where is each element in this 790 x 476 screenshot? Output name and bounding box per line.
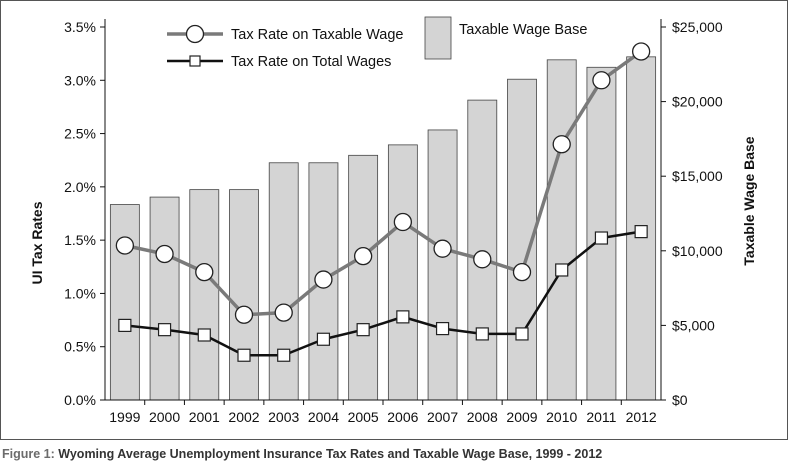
point-tax-rate-total-wages <box>435 321 450 336</box>
y-left-tick-label: 2.5% <box>64 126 96 142</box>
point-tax-rate-taxable-wage <box>155 244 174 264</box>
y-axis-right-label: Taxable Wage Base <box>741 136 757 265</box>
legend-marker-taxable-wage <box>185 24 205 44</box>
x-tick-label: 2004 <box>308 409 339 425</box>
point-tax-rate-taxable-wage <box>274 303 293 322</box>
y-left-tick-label: 1.5% <box>64 232 96 248</box>
y-left-tick-label: 3.5% <box>64 19 96 35</box>
legend-marker-total-wages <box>189 55 201 67</box>
line-tax-rate-total-wages <box>124 230 642 357</box>
bar-taxable-wage-base <box>546 59 577 401</box>
bar-taxable-wage-base <box>467 99 498 401</box>
x-tick-label: 2000 <box>149 409 180 425</box>
point-tax-rate-taxable-wage <box>433 239 452 258</box>
chart-frame: 0.0% 0.5% 1.0% 1.5% 2.0% 2.5% 3.0% 3.5% $0 $5,000… <box>0 0 788 440</box>
point-tax-rate-taxable-wage <box>115 236 135 255</box>
point-tax-rate-total-wages <box>157 323 172 337</box>
y-right-tick-label: $10,000 <box>672 243 723 259</box>
y-left-tick-label: 0.5% <box>64 339 96 355</box>
x-tick-label: 2012 <box>626 409 657 425</box>
y-right-tick-label: $25,000 <box>672 19 723 35</box>
x-tick-label: 2011 <box>586 409 616 425</box>
line-tax-rate-taxable-wage <box>124 50 643 317</box>
point-tax-rate-taxable-wage <box>552 135 571 154</box>
bar-taxable-wage-base <box>229 189 259 401</box>
point-tax-rate-taxable-wage <box>314 270 333 289</box>
point-tax-rate-total-wages <box>197 328 211 342</box>
x-tick-label: 2010 <box>546 409 577 425</box>
x-tick-label: 2007 <box>427 409 458 425</box>
point-tax-rate-total-wages <box>594 231 609 245</box>
point-tax-rate-taxable-wage <box>592 71 611 90</box>
point-tax-rate-total-wages <box>396 310 410 324</box>
point-tax-rate-total-wages <box>515 327 529 341</box>
point-tax-rate-total-wages <box>356 323 370 337</box>
caption-text: Wyoming Average Unemployment Insurance T… <box>58 447 603 461</box>
point-tax-rate-taxable-wage <box>473 250 492 269</box>
y-right-tick-label: $20,000 <box>672 94 723 110</box>
legend-swatch-taxable-wage-base <box>424 16 452 60</box>
x-tick-label: 2009 <box>506 409 537 425</box>
legend-label-taxable-wage: Tax Rate on Taxable Wage <box>231 27 404 43</box>
point-tax-rate-taxable-wage <box>512 262 532 282</box>
legend-label-total-wages: Tax Rate on Total Wages <box>231 54 391 70</box>
figure-caption: Figure 1: Wyoming Average Unemployment I… <box>2 447 602 461</box>
bar-taxable-wage-base <box>348 154 379 401</box>
point-tax-rate-taxable-wage <box>631 42 651 61</box>
caption-label: Figure 1: <box>2 447 55 461</box>
x-tick-label: 2001 <box>189 409 220 425</box>
point-tax-rate-total-wages <box>118 318 132 332</box>
y-right-tick-label: $15,000 <box>672 168 723 184</box>
x-tick-label: 2008 <box>467 409 498 425</box>
y-right-tick-label: $5,000 <box>672 317 715 333</box>
y-left-tick-label: 2.0% <box>64 179 96 195</box>
point-tax-rate-taxable-wage <box>353 246 373 266</box>
y-axis-left-label: UI Tax Rates <box>29 201 45 284</box>
point-tax-rate-taxable-wage <box>234 305 254 324</box>
y-right-tick-label: $0 <box>672 392 688 408</box>
bar-taxable-wage-base <box>268 162 299 401</box>
bar-taxable-wage-base <box>387 144 418 401</box>
point-tax-rate-taxable-wage <box>195 262 214 282</box>
bar-taxable-wage-base <box>109 204 140 401</box>
bar-taxable-wage-base <box>427 129 458 401</box>
bar-taxable-wage-base <box>189 189 220 401</box>
x-tick-label: 1999 <box>109 409 140 425</box>
point-tax-rate-total-wages <box>237 348 251 362</box>
y-left-tick-label: 1.0% <box>64 285 96 301</box>
point-tax-rate-taxable-wage <box>393 212 413 232</box>
point-tax-rate-total-wages <box>555 263 569 277</box>
y-left-tick-label: 3.0% <box>64 72 96 88</box>
x-tick-label: 2005 <box>348 409 379 425</box>
legend-label-taxable-wage-base: Taxable Wage Base <box>459 22 587 38</box>
point-tax-rate-total-wages <box>277 348 291 362</box>
chart-svg: 0.0% 0.5% 1.0% 1.5% 2.0% 2.5% 3.0% 3.5% $0 $5,000… <box>29 16 757 425</box>
point-tax-rate-total-wages <box>316 332 331 346</box>
x-tick-label: 2006 <box>387 409 418 425</box>
point-tax-rate-total-wages <box>475 327 489 341</box>
y-left-tick-label: 0.0% <box>64 392 96 408</box>
bar-taxable-wage-base <box>149 196 180 401</box>
x-tick-label: 2003 <box>268 409 299 425</box>
x-tick-label: 2002 <box>228 409 259 425</box>
point-tax-rate-total-wages <box>634 225 648 239</box>
